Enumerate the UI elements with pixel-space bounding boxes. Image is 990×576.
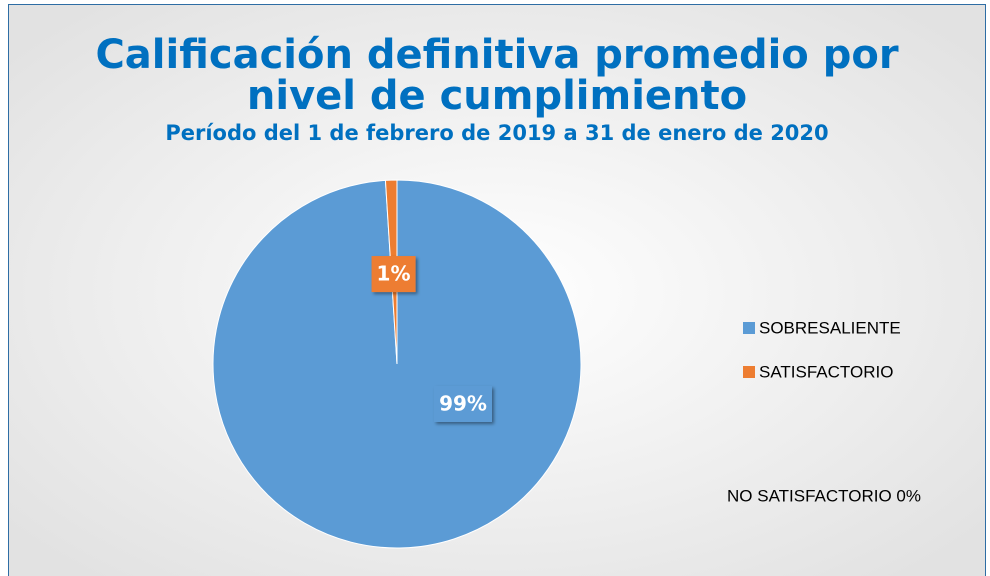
data-label-box — [434, 386, 492, 422]
data-label: 1% — [377, 262, 411, 286]
data-label-box — [371, 256, 416, 293]
legend-swatch — [743, 366, 755, 378]
chart-title: Calificación definitiva promedio por — [95, 32, 898, 78]
legend-swatch — [743, 322, 755, 334]
legend-label: SATISFACTORIO — [759, 362, 893, 381]
legend-label: SOBRESALIENTE — [759, 318, 901, 337]
data-label: 99% — [439, 392, 487, 416]
chart-subtitle: Período del 1 de febrero de 2019 a 31 de… — [165, 121, 828, 145]
annotation: NO SATISFACTORIO 0% — [727, 486, 921, 505]
chart-title: nivel de cumplimiento — [247, 73, 747, 119]
